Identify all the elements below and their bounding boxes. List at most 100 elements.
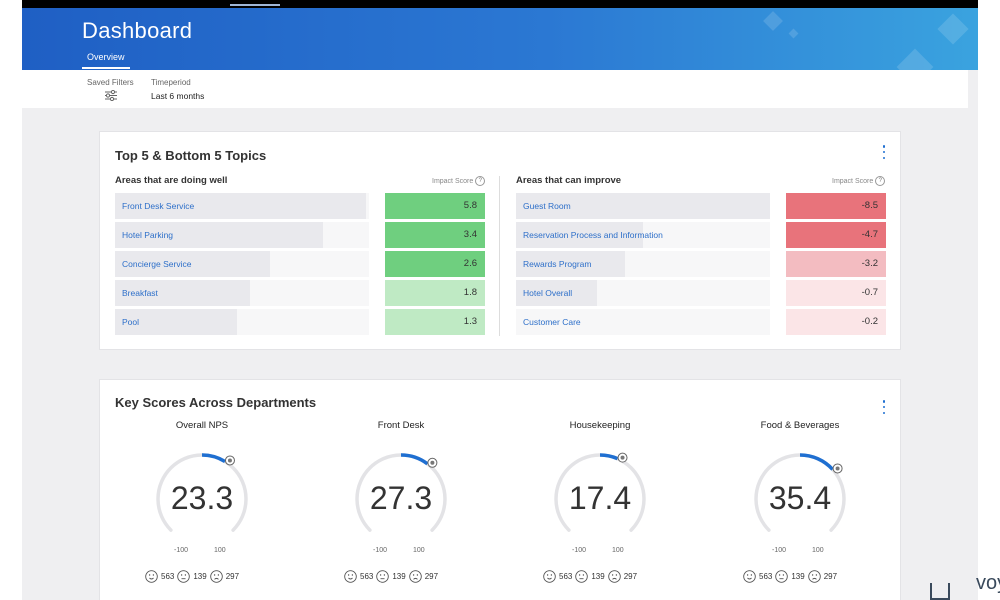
- help-icon[interactable]: ?: [475, 176, 486, 186]
- decor-diamond: [896, 48, 934, 70]
- gauge-dial: [355, 453, 447, 532]
- happy-face-icon: [344, 570, 357, 583]
- happy-face-icon: [543, 570, 556, 583]
- impact-score-cell: 1.3: [385, 309, 485, 335]
- topic-label[interactable]: Front Desk Service: [122, 201, 195, 211]
- sentiment-counts: 563 139 297: [145, 570, 239, 583]
- brand-name: voy: [976, 572, 1000, 594]
- gauge-dial: [754, 453, 846, 532]
- gauge-min: -100: [174, 547, 189, 554]
- topic-label[interactable]: Hotel Overall: [523, 288, 573, 298]
- topic-label[interactable]: Hotel Parking: [122, 230, 174, 240]
- timeperiod-label: Timeperiod: [151, 78, 191, 87]
- topic-label[interactable]: Rewards Program: [523, 259, 592, 269]
- gauge-dial: [554, 452, 646, 532]
- topics-more-icon[interactable]: [881, 145, 887, 159]
- topic-row[interactable]: Reservation Process and Information -4.7: [516, 222, 886, 248]
- topics-card: Top 5 & Bottom 5 Topics Areas that are d…: [99, 131, 901, 350]
- help-icon[interactable]: ?: [875, 176, 886, 186]
- gauge-min: -100: [772, 547, 787, 554]
- topic-row[interactable]: Front Desk Service 5.8: [115, 193, 485, 219]
- sentiment-counts: 563 139 297: [344, 570, 438, 583]
- happy-count: 563: [759, 572, 773, 581]
- happy-face-icon: [145, 570, 158, 583]
- header-banner: Dashboard Overview: [22, 8, 978, 70]
- improve-rows: Guest Room -8.5 Reservation Process and In…: [516, 193, 886, 338]
- topic-row[interactable]: Hotel Overall -0.7: [516, 280, 886, 306]
- decor-diamond: [763, 11, 783, 31]
- neutral-face-icon: [376, 570, 390, 583]
- impact-score-cell: -0.2: [786, 309, 886, 335]
- app-frame: Dashboard Overview Saved Filters Timeper…: [22, 8, 978, 600]
- gauge-value: 27.3: [369, 480, 433, 516]
- sentiment-counts: 563 139 297: [743, 570, 837, 583]
- topic-label[interactable]: Customer Care: [523, 317, 581, 327]
- gauge-value: 23.3: [170, 480, 234, 516]
- sad-count: 297: [424, 572, 439, 581]
- departments-more-icon[interactable]: [881, 400, 887, 414]
- filter-bar: Saved Filters Timeperiod Last 6 months: [22, 70, 968, 108]
- topic-row[interactable]: Customer Care -0.2: [516, 309, 886, 335]
- topic-row[interactable]: Hotel Parking 3.4: [115, 222, 485, 248]
- gauge-max: 100: [812, 547, 824, 554]
- section-divider: [499, 176, 500, 336]
- department-gauge: Front Desk 27.3 -100 100 563 139 297: [326, 420, 476, 590]
- neutral-count: 139: [591, 572, 605, 581]
- topic-bar: [115, 193, 366, 219]
- improve-impact-header: Impact Score ?: [832, 176, 886, 186]
- topic-bar: [516, 251, 625, 277]
- sentiment-counts: 563 139 297: [543, 570, 637, 583]
- sad-count: 297: [623, 572, 638, 581]
- gauge-value: 35.4: [768, 480, 832, 516]
- topic-bar: [115, 222, 323, 248]
- impact-score-cell: 2.6: [385, 251, 485, 277]
- gauge-max: 100: [413, 547, 425, 554]
- topic-row[interactable]: Rewards Program -3.2: [516, 251, 886, 277]
- department-name: Food & Beverages: [760, 420, 840, 431]
- topic-label[interactable]: Concierge Service: [122, 259, 192, 269]
- neutral-count: 139: [791, 572, 805, 581]
- well-rows: Front Desk Service 5.8 Hotel Parking 3.4 Con…: [115, 193, 485, 338]
- timeperiod-value[interactable]: Last 6 months: [151, 91, 205, 101]
- topic-row[interactable]: Pool 1.3: [115, 309, 485, 335]
- top-black-bar: [22, 0, 978, 8]
- sliders-icon[interactable]: [104, 90, 118, 101]
- neutral-face-icon: [775, 570, 789, 583]
- departments-card-title: Key Scores Across Departments: [115, 395, 317, 410]
- department-name: Overall NPS: [175, 420, 229, 431]
- topic-label[interactable]: Pool: [122, 317, 140, 327]
- topic-bar: [516, 222, 643, 248]
- sad-face-icon: [807, 570, 821, 583]
- topic-label[interactable]: Reservation Process and Information: [523, 230, 663, 240]
- gauge-value-arc: [599, 453, 619, 461]
- brand-logo-icon: [930, 583, 950, 600]
- impact-score-cell: -3.2: [786, 251, 886, 277]
- topic-bar: [115, 280, 250, 306]
- topic-row[interactable]: Concierge Service 2.6: [115, 251, 485, 277]
- gauge-max: 100: [214, 547, 226, 554]
- topic-label[interactable]: Breakfast: [122, 288, 158, 298]
- tab-overview[interactable]: Overview: [82, 52, 130, 69]
- saved-filters-label: Saved Filters: [87, 78, 134, 87]
- impact-score-cell: 5.8: [385, 193, 485, 219]
- neutral-count: 139: [193, 572, 207, 581]
- improve-section-title: Areas that can improve: [516, 175, 622, 186]
- gauge-min: -100: [572, 547, 587, 554]
- department-gauge: Overall NPS 23.3 -100 100 563 139 297: [127, 420, 277, 590]
- topic-label[interactable]: Guest Room: [523, 201, 571, 211]
- sad-count: 297: [823, 572, 838, 581]
- impact-score-cell: -8.5: [786, 193, 886, 219]
- topic-bar: [516, 280, 597, 306]
- department-gauge: Food & Beverages 35.4 -100 100 563 139 297: [725, 420, 875, 590]
- well-impact-header: Impact Score ?: [432, 176, 486, 186]
- happy-count: 563: [559, 572, 573, 581]
- gauge-min: -100: [373, 547, 388, 554]
- neutral-count: 139: [392, 572, 406, 581]
- topic-row[interactable]: Breakfast 1.8: [115, 280, 485, 306]
- impact-score-cell: 1.8: [385, 280, 485, 306]
- gauge-value: 17.4: [568, 480, 632, 516]
- impact-score-cell: -4.7: [786, 222, 886, 248]
- topic-row[interactable]: Guest Room -8.5: [516, 193, 886, 219]
- department-name: Housekeeping: [569, 420, 631, 431]
- impact-score-label: Impact Score: [432, 177, 474, 185]
